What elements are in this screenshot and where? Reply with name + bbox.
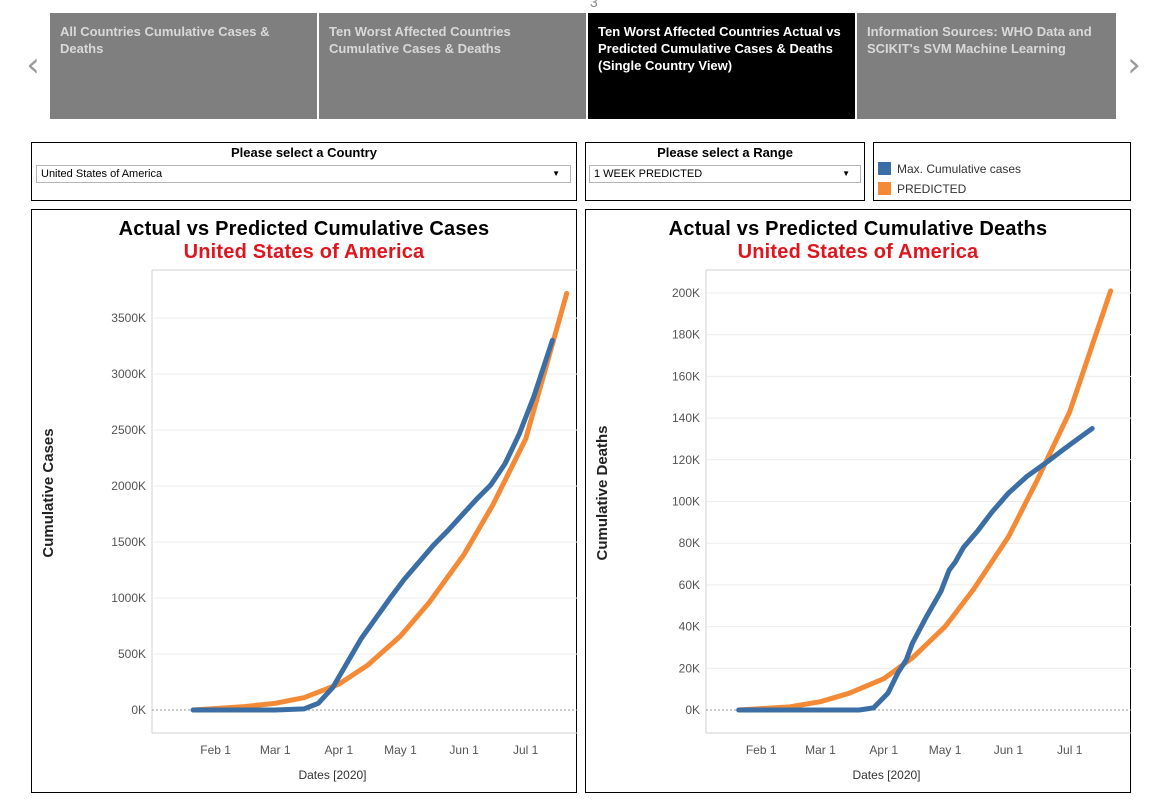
y-tick-label: 180K <box>672 328 700 342</box>
range-filter-panel: Please select a Range 1 WEEK PREDICTED ▼ <box>585 142 865 201</box>
x-axis-title: Dates [2020] <box>298 768 366 782</box>
y-tick-label: 40K <box>679 620 700 634</box>
actual-series-line <box>190 337 555 713</box>
legend-swatch-actual <box>878 162 891 175</box>
x-tick-label: Jul 1 <box>1057 743 1083 757</box>
story-tab-actual-vs-predicted[interactable]: Ten Worst Affected Countries Actual vs P… <box>588 13 855 119</box>
deaths-chart-panel: Actual vs Predicted Cumulative Deaths Un… <box>585 209 1131 793</box>
story-tab-all-countries[interactable]: All Countries Cumulative Cases & Deaths <box>50 13 317 119</box>
x-tick-label: Jun 1 <box>994 743 1024 757</box>
country-select-value: United States of America <box>41 168 163 180</box>
dropdown-caret-icon: ▼ <box>842 169 850 178</box>
predicted-series-line <box>190 290 570 713</box>
range-filter-title: Please select a Range <box>657 145 793 160</box>
actual-series-line <box>736 426 1095 713</box>
y-tick-label: 100K <box>672 495 700 509</box>
next-arrow-icon[interactable]: › <box>1127 45 1141 85</box>
y-tick-label: 500K <box>118 647 146 661</box>
legend-item-actual[interactable]: Max. Cumulative cases <box>878 162 1021 176</box>
x-tick-label: Jun 1 <box>449 743 479 757</box>
y-tick-label: 1000K <box>111 591 146 605</box>
legend-label-predicted: PREDICTED <box>897 182 967 196</box>
cases-chart-panel: Actual vs Predicted Cumulative Cases Uni… <box>31 209 577 793</box>
x-axis-title: Dates [2020] <box>852 768 920 782</box>
legend-item-predicted[interactable]: PREDICTED <box>878 182 966 196</box>
dropdown-caret-icon: ▼ <box>552 169 560 178</box>
range-select-value: 1 WEEK PREDICTED <box>594 168 703 180</box>
y-tick-label: 200K <box>672 286 700 300</box>
y-tick-label: 20K <box>679 661 700 675</box>
story-point-number: 3 <box>590 0 598 10</box>
x-tick-label: Mar 1 <box>805 743 836 757</box>
x-tick-label: Apr 1 <box>324 743 353 757</box>
x-tick-label: May 1 <box>929 743 962 757</box>
deaths-chart-svg: 0K 20K 40K 60K 80K 100K 120K 140K 160K 180K 200K Fe… <box>594 269 1131 782</box>
x-tick-label: Mar 1 <box>260 743 291 757</box>
range-select[interactable]: 1 WEEK PREDICTED ▼ <box>589 165 861 183</box>
previous-arrow-icon[interactable]: ‹ <box>26 45 40 85</box>
y-axis-title: Cumulative Cases <box>40 428 57 557</box>
y-tick-label: 3000K <box>111 367 146 381</box>
y-tick-label: 0K <box>131 703 146 717</box>
x-tick-label: Apr 1 <box>869 743 898 757</box>
predicted-series-line <box>736 288 1114 713</box>
y-tick-label: 120K <box>672 453 700 467</box>
country-filter-panel: Please select a Country United States of… <box>31 142 577 201</box>
cases-chart-title: Actual vs Predicted Cumulative Cases <box>118 218 490 240</box>
x-tick-label: May 1 <box>384 743 417 757</box>
deaths-chart-subtitle: United States of America <box>737 241 979 263</box>
y-tick-label: 2500K <box>111 423 146 437</box>
y-tick-label: 140K <box>672 411 700 425</box>
x-tick-label: Feb 1 <box>200 743 231 757</box>
cases-chart-svg: 0K 500K 1000K 1500K 2000K 2500K 3000K 3500K Feb … <box>40 269 577 782</box>
x-tick-label: Jul 1 <box>513 743 539 757</box>
y-tick-label: 1500K <box>111 535 146 549</box>
story-tab-information-sources[interactable]: Information Sources: WHO Data and SCIKIT… <box>857 13 1116 119</box>
legend-panel: Max. Cumulative cases PREDICTED <box>873 142 1131 201</box>
x-tick-label: Feb 1 <box>746 743 777 757</box>
cases-chart-subtitle: United States of America <box>183 241 425 263</box>
y-tick-label: 2000K <box>111 479 146 493</box>
deaths-chart-title: Actual vs Predicted Cumulative Deaths <box>668 218 1048 240</box>
legend-swatch-predicted <box>878 182 891 195</box>
y-tick-label: 80K <box>679 536 700 550</box>
country-select[interactable]: United States of America ▼ <box>36 165 571 183</box>
legend-label-actual: Max. Cumulative cases <box>897 162 1022 176</box>
story-tab-ten-worst[interactable]: Ten Worst Affected Countries Cumulative … <box>319 13 586 119</box>
country-filter-title: Please select a Country <box>231 145 377 160</box>
y-tick-label: 0K <box>685 703 700 717</box>
y-tick-label: 3500K <box>111 311 146 325</box>
y-tick-label: 160K <box>672 369 700 383</box>
y-tick-label: 60K <box>679 578 700 592</box>
y-axis-title: Cumulative Deaths <box>594 425 611 560</box>
